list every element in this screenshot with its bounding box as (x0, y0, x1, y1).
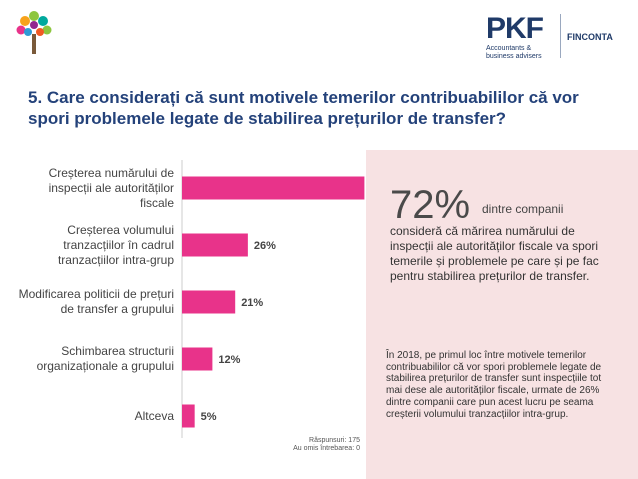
bar-3 (182, 290, 236, 314)
highlight-footnote: În 2018, pe primul loc între motivele te… (386, 350, 602, 420)
highlight-big-value: 72% (390, 183, 471, 227)
tree-logo-icon (16, 11, 52, 54)
responses-skipped: Au omis întrebarea: 0 (293, 445, 360, 452)
logo-divider (560, 14, 561, 58)
bar-value-label-4: 12% (218, 354, 240, 366)
pkf-logo-text: PKF (486, 12, 544, 45)
category-label-4: Schimbarea structurii organizaționale a … (36, 344, 174, 373)
category-label-2: Creșterea volumului tranzacțiilor în cad… (57, 222, 174, 267)
finconta-logo-text: FINCONTA (567, 32, 613, 42)
bar-value-label-2: 26% (254, 240, 276, 252)
pkf-logo: PKF Accountants & business advisers FINC… (486, 12, 626, 64)
bar-1 (182, 176, 365, 200)
page-title: 5. Care considerați că sunt motivele tem… (28, 88, 579, 128)
bar-4 (182, 347, 213, 371)
bar-value-label-5: 5% (201, 411, 217, 423)
highlight-panel (366, 150, 638, 479)
highlight-big-note: dintre companii (482, 202, 564, 216)
bar-value-label-3: 21% (241, 297, 263, 309)
category-label-5: Altceva (134, 408, 174, 423)
bar-chart: 72%26%21%12%5% (181, 160, 365, 438)
category-label-1: Creșterea numărului de inspecții ale aut… (48, 165, 174, 210)
highlight-text: consideră că mărirea numărului de inspec… (390, 224, 599, 283)
responses-info: Răspunsuri: 175 Au omis întrebarea: 0 (270, 437, 360, 453)
category-label-3: Modificarea politicii de prețuri de tran… (18, 287, 174, 316)
bar-2 (182, 233, 248, 257)
bar-5 (182, 404, 195, 428)
responses-count: Răspunsuri: 175 (309, 437, 360, 444)
pkf-tagline: Accountants & business advisers (486, 45, 542, 60)
